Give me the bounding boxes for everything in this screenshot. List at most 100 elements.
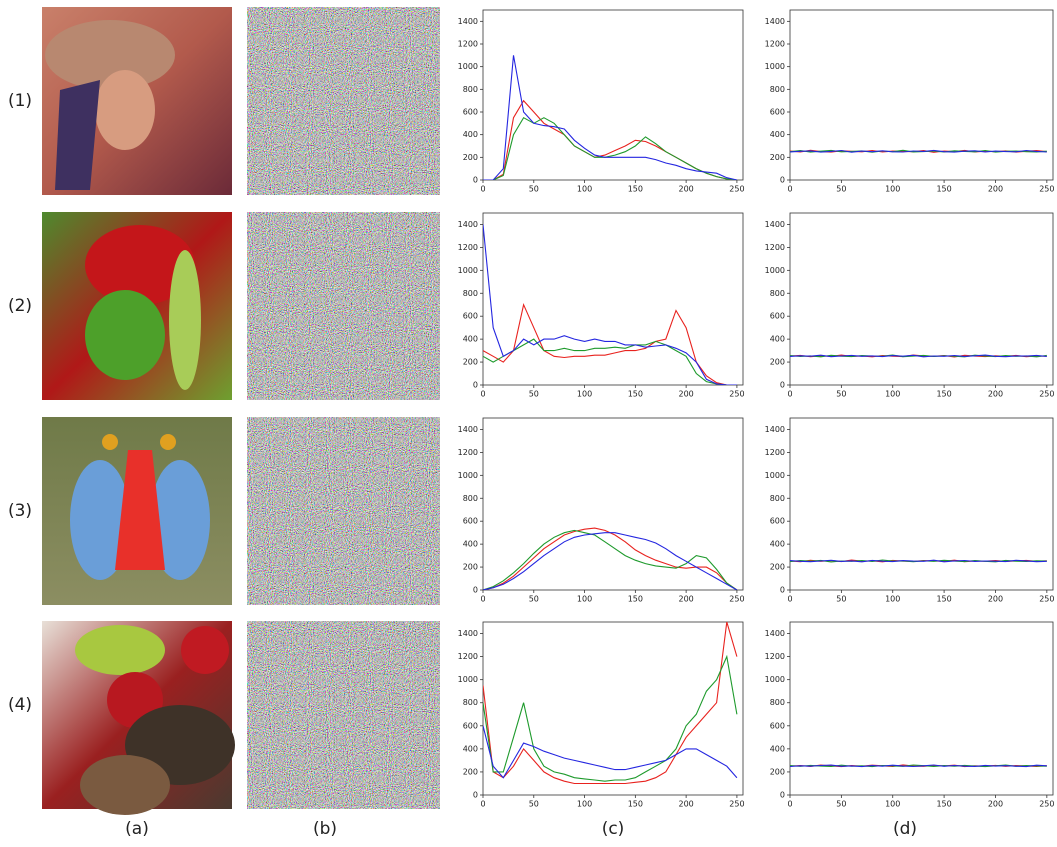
y-tick-label: 1000: [458, 266, 478, 275]
x-tick-label: 250: [1039, 390, 1054, 399]
y-tick-label: 1400: [765, 17, 785, 26]
histogram-chart: 0200400600800100012001400050100150200250: [458, 418, 745, 604]
y-tick-label: 1200: [458, 243, 478, 252]
y-tick-label: 400: [463, 540, 478, 549]
y-tick-label: 0: [473, 381, 478, 390]
x-tick-label: 100: [577, 390, 592, 399]
y-tick-label: 1000: [765, 675, 785, 684]
x-tick-label: 0: [787, 800, 792, 809]
plot-area: [483, 418, 743, 590]
y-tick-label: 1000: [458, 62, 478, 71]
y-tick-label: 800: [770, 85, 785, 94]
x-tick-label: 0: [787, 595, 792, 604]
photo-detail: [181, 626, 229, 674]
y-tick-label: 200: [463, 767, 478, 776]
figure: (1) (2) (3) (4) (a) (b) (c) (d) 02004006…: [0, 0, 1057, 847]
photo-detail: [102, 434, 118, 450]
series-group: [790, 765, 1047, 767]
x-tick-label: 100: [885, 800, 900, 809]
encrypted-image: [247, 212, 440, 400]
y-tick-label: 400: [770, 130, 785, 139]
x-tick-label: 150: [628, 185, 643, 194]
y-tick-label: 600: [463, 312, 478, 321]
y-tick-label: 1400: [458, 17, 478, 26]
plot-area: [790, 10, 1053, 180]
y-tick-label: 200: [463, 358, 478, 367]
y-tick-label: 800: [463, 289, 478, 298]
y-tick-label: 200: [770, 563, 785, 572]
y-tick-label: 800: [770, 289, 785, 298]
y-tick-label: 400: [770, 335, 785, 344]
x-tick-label: 0: [480, 595, 485, 604]
y-tick-label: 1200: [458, 448, 478, 457]
plot-area: [790, 622, 1053, 795]
y-tick-label: 1400: [765, 425, 785, 434]
x-tick-label: 50: [529, 595, 539, 604]
y-tick-label: 0: [473, 176, 478, 185]
photo-detail: [160, 434, 176, 450]
x-tick-label: 200: [678, 185, 693, 194]
x-tick-label: 0: [480, 390, 485, 399]
y-tick-label: 600: [770, 517, 785, 526]
y-tick-label: 1400: [458, 220, 478, 229]
x-tick-label: 0: [480, 185, 485, 194]
x-tick-label: 200: [988, 800, 1003, 809]
x-tick-label: 100: [577, 595, 592, 604]
y-tick-label: 600: [770, 108, 785, 117]
x-tick-label: 100: [577, 185, 592, 194]
plot-area: [790, 418, 1053, 590]
y-tick-label: 400: [770, 744, 785, 753]
row-label: (3): [8, 501, 32, 521]
y-tick-label: 1200: [765, 448, 785, 457]
column-label: (d): [893, 819, 917, 839]
y-tick-label: 1000: [765, 62, 785, 71]
x-tick-label: 100: [577, 800, 592, 809]
column-label: (c): [602, 819, 625, 839]
x-tick-label: 100: [885, 595, 900, 604]
y-tick-label: 1400: [458, 425, 478, 434]
y-tick-label: 400: [770, 540, 785, 549]
plot-area: [483, 213, 743, 385]
photo-detail: [95, 70, 155, 150]
y-tick-label: 600: [463, 721, 478, 730]
x-tick-label: 250: [729, 595, 744, 604]
histogram-chart: 0200400600800100012001400050100150200250: [765, 418, 1055, 604]
plot-area: [483, 10, 743, 180]
plot-area: [790, 213, 1053, 385]
y-tick-label: 800: [463, 85, 478, 94]
column-label: (b): [313, 819, 337, 839]
y-tick-label: 800: [770, 698, 785, 707]
y-tick-label: 1200: [458, 40, 478, 49]
x-tick-label: 200: [678, 390, 693, 399]
y-tick-label: 0: [473, 586, 478, 595]
y-tick-label: 200: [770, 153, 785, 162]
x-tick-label: 100: [885, 185, 900, 194]
x-tick-label: 50: [836, 390, 846, 399]
x-tick-label: 150: [628, 595, 643, 604]
x-tick-label: 250: [1039, 185, 1054, 194]
x-tick-label: 150: [628, 390, 643, 399]
y-tick-label: 600: [463, 517, 478, 526]
y-tick-label: 800: [463, 698, 478, 707]
encrypted-image: [247, 621, 440, 809]
x-tick-label: 0: [787, 185, 792, 194]
x-tick-label: 250: [1039, 800, 1054, 809]
x-tick-label: 150: [936, 595, 951, 604]
column-label: (a): [125, 819, 149, 839]
x-tick-label: 50: [836, 185, 846, 194]
y-tick-label: 0: [780, 791, 785, 800]
y-tick-label: 1200: [458, 652, 478, 661]
y-tick-label: 600: [770, 721, 785, 730]
y-tick-label: 1400: [458, 629, 478, 638]
x-tick-label: 150: [936, 390, 951, 399]
y-tick-label: 200: [770, 358, 785, 367]
histogram-chart: 0200400600800100012001400050100150200250: [765, 213, 1055, 399]
y-tick-label: 1200: [765, 243, 785, 252]
y-tick-label: 1000: [458, 675, 478, 684]
y-tick-label: 600: [770, 312, 785, 321]
x-tick-label: 50: [836, 595, 846, 604]
y-tick-label: 400: [463, 744, 478, 753]
